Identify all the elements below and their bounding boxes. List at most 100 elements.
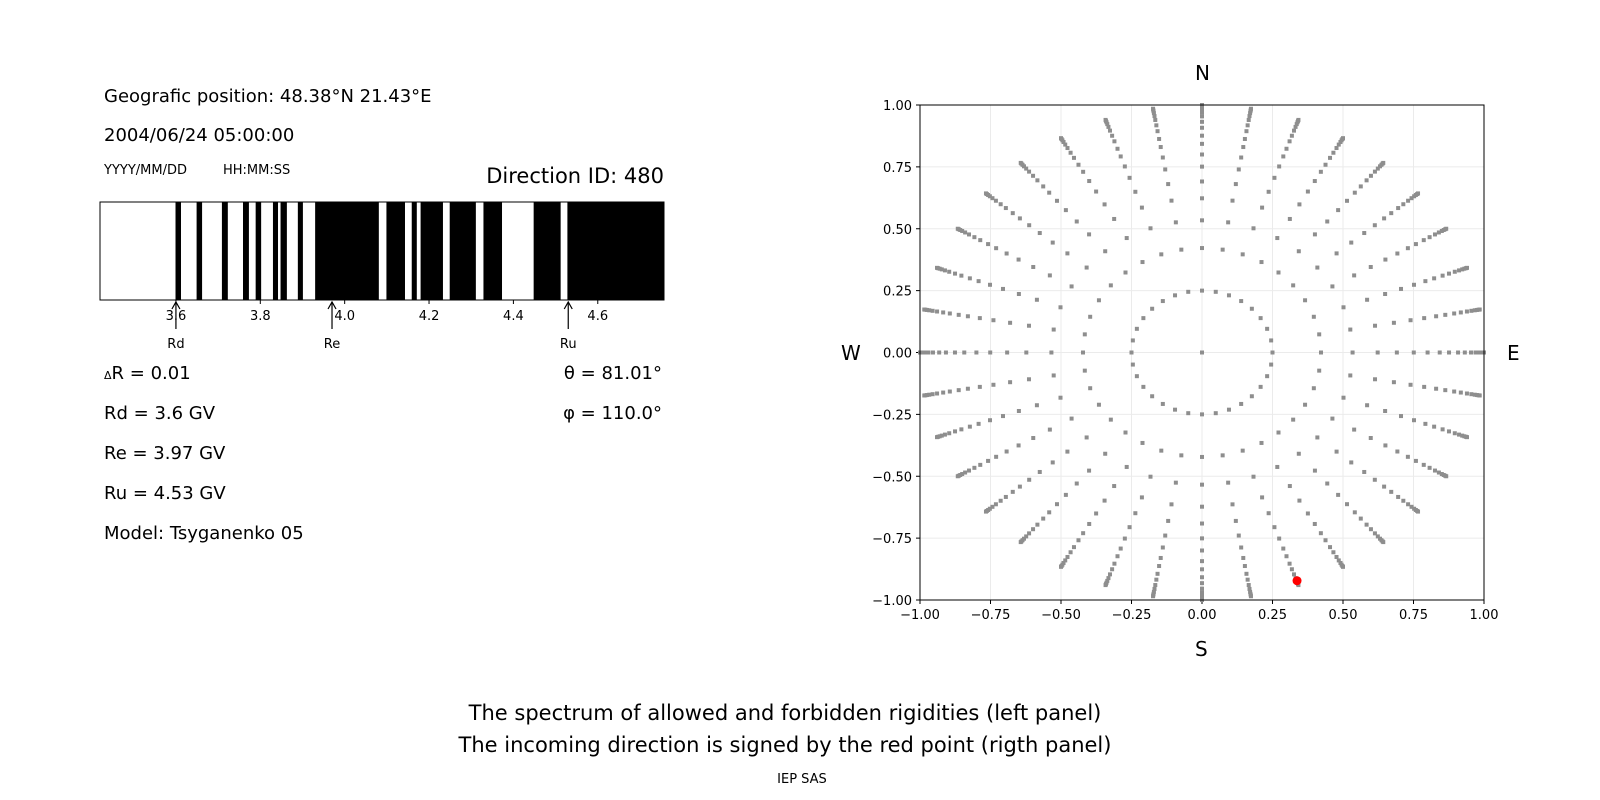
direction-point xyxy=(1153,583,1158,588)
direction-point xyxy=(1330,284,1335,289)
direction-point xyxy=(1160,299,1165,304)
direction-point xyxy=(1226,480,1231,485)
direction-point xyxy=(1395,251,1400,256)
direction-point xyxy=(1129,350,1134,355)
delta-r-value: R = 0.01 xyxy=(111,363,191,384)
direction-point xyxy=(1200,548,1204,553)
direction-point xyxy=(1287,216,1292,221)
direction-point xyxy=(1436,230,1441,235)
direction-point xyxy=(988,282,993,287)
direction-point xyxy=(1477,393,1482,398)
direction-point xyxy=(1037,469,1042,474)
direction-point xyxy=(965,386,970,391)
direction-point xyxy=(1200,164,1204,169)
direction-point xyxy=(1200,559,1204,564)
direction-point xyxy=(1269,362,1274,367)
direction-point xyxy=(1296,249,1301,254)
direction-point xyxy=(1277,536,1282,541)
direction-point xyxy=(1186,411,1191,416)
direction-point xyxy=(1334,146,1339,151)
direction-point xyxy=(1446,429,1451,434)
direction-point xyxy=(963,230,968,235)
south-label: S xyxy=(1195,637,1208,661)
direction-point xyxy=(1244,571,1249,576)
direction-point xyxy=(1031,436,1036,441)
direction-point xyxy=(1422,316,1427,321)
direction-id: Direction ID: 480 xyxy=(486,164,664,188)
direction-point xyxy=(1305,189,1310,194)
direction-point xyxy=(1284,554,1289,559)
direction-point xyxy=(1200,218,1204,223)
direction-point xyxy=(1296,451,1301,456)
direction-point xyxy=(930,350,935,355)
direction-point xyxy=(1452,269,1457,274)
direction-point xyxy=(1318,169,1323,174)
direction-point xyxy=(1427,235,1432,240)
direction-point xyxy=(1139,205,1144,210)
direction-point xyxy=(1383,408,1388,413)
direction-point xyxy=(1315,435,1320,440)
direction-point xyxy=(1118,154,1123,159)
direction-point xyxy=(1249,394,1254,399)
direction-point xyxy=(1034,403,1039,408)
west-label: W xyxy=(841,341,861,365)
direction-point xyxy=(956,312,961,317)
direction-point xyxy=(1396,206,1401,211)
datetime: 2004/06/24 05:00:00 xyxy=(104,125,295,146)
direction-point xyxy=(1334,554,1339,559)
direction-point xyxy=(1082,368,1087,373)
direction-point xyxy=(972,235,977,240)
x-tick-label: −0.75 xyxy=(971,608,1011,623)
direction-point xyxy=(1140,260,1145,265)
direction-point xyxy=(1200,350,1204,355)
direction-point xyxy=(1200,567,1204,572)
direction-point xyxy=(1058,305,1063,310)
direction-point xyxy=(1373,323,1378,328)
direction-point xyxy=(1166,518,1171,523)
direction-point xyxy=(926,350,931,355)
direction-point xyxy=(923,350,928,355)
direction-point xyxy=(1444,474,1449,479)
caption-line-1: The spectrum of allowed and forbidden ri… xyxy=(468,701,1102,725)
direction-point xyxy=(1003,206,1008,211)
direction-point xyxy=(1000,414,1005,419)
direction-point xyxy=(1200,575,1204,580)
direction-point xyxy=(1269,338,1274,343)
y-tick-label: −0.75 xyxy=(872,532,912,547)
y-tick-label: −0.25 xyxy=(872,408,912,423)
direction-point xyxy=(1081,169,1086,174)
direction-point xyxy=(1047,510,1052,515)
direction-point xyxy=(1154,123,1159,128)
direction-point xyxy=(1236,167,1241,172)
direction-point xyxy=(1148,474,1153,479)
x-tick-label: 4.2 xyxy=(419,309,440,324)
direction-point xyxy=(1421,462,1426,467)
direction-point xyxy=(1336,208,1341,213)
forbidden-band xyxy=(411,202,417,300)
direction-point xyxy=(1141,384,1146,389)
direction-point xyxy=(1169,502,1174,507)
y-tick-label: 0.75 xyxy=(883,161,912,176)
direction-point xyxy=(1348,327,1353,332)
direction-point xyxy=(1200,110,1204,115)
forbidden-band xyxy=(533,202,561,300)
direction-point xyxy=(1016,257,1021,262)
direction-point xyxy=(1260,205,1265,210)
direction-point xyxy=(1251,474,1256,479)
direction-point xyxy=(1236,533,1241,538)
direction-point xyxy=(1127,175,1132,180)
direction-point xyxy=(1016,292,1021,297)
direction-point xyxy=(1240,448,1245,453)
direction-point xyxy=(1352,427,1357,432)
direction-point xyxy=(1071,545,1076,550)
direction-point xyxy=(1102,202,1107,207)
forbidden-band xyxy=(175,202,181,300)
direction-point xyxy=(1173,407,1178,412)
direction-point xyxy=(1409,196,1414,201)
direction-point xyxy=(1432,424,1437,429)
direction-point xyxy=(1088,314,1093,319)
x-tick-label: 4.0 xyxy=(334,309,355,324)
direction-point xyxy=(988,350,993,355)
direction-point xyxy=(1059,564,1063,569)
direction-point xyxy=(1372,477,1377,482)
